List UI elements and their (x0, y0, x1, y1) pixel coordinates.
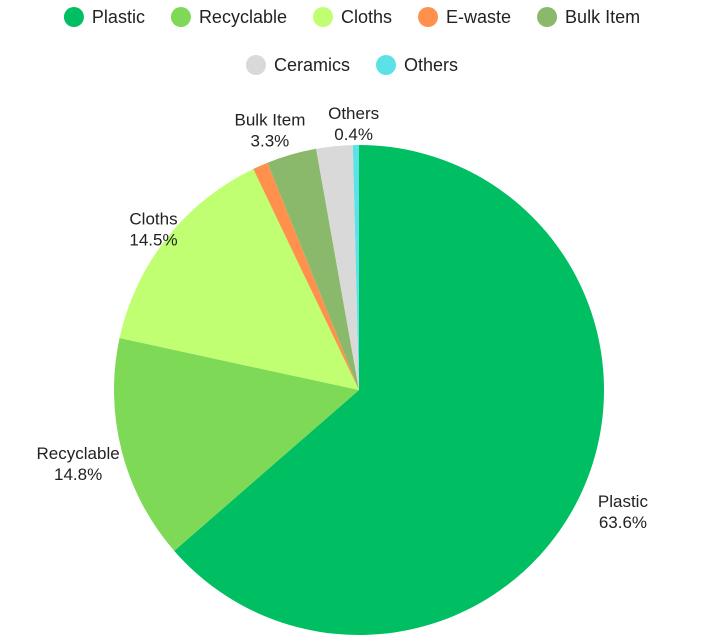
slice-label-bulk-item: Bulk Item 3.3% (235, 111, 306, 151)
pie-slices (114, 145, 605, 635)
slice-e-waste (253, 162, 359, 390)
legend-label-plastic: Plastic (92, 7, 145, 27)
slice-label-value: 14.5% (129, 230, 177, 249)
slice-recyclable (114, 338, 359, 551)
legend-item-cloths: Cloths (312, 7, 392, 27)
legend: Plastic Recyclable Cloths E-waste Bulk Item C… (63, 7, 640, 75)
legend-item-bulk-item: Bulk Item (537, 7, 640, 27)
slice-bulk-item (267, 148, 359, 390)
slice-others (352, 145, 359, 390)
legend-swatch-e-waste (418, 7, 439, 27)
legend-label-ceramics: Ceramics (274, 55, 350, 75)
slice-label-name: Recyclable (37, 444, 120, 463)
slice-label-name: Cloths (129, 209, 177, 228)
slice-label-value: 3.3% (251, 132, 290, 151)
legend-swatch-cloths (312, 7, 333, 27)
legend-item-e-waste: E-waste (418, 7, 511, 27)
slice-ceramics (316, 145, 359, 390)
slice-label-value: 14.8% (54, 465, 102, 484)
legend-swatch-ceramics (245, 55, 266, 75)
slice-label-name: Plastic (598, 492, 649, 511)
slice-cloths (119, 168, 359, 390)
legend-swatch-others (375, 55, 396, 75)
legend-item-others: Others (375, 55, 458, 75)
slice-plastic (174, 145, 605, 635)
legend-label-recyclable: Recyclable (199, 7, 287, 27)
legend-label-cloths: Cloths (341, 7, 392, 27)
slice-label-value: 63.6% (599, 513, 647, 532)
slice-label-recyclable: Recyclable 14.8% (37, 444, 120, 484)
slice-labels: Plastic 63.6% Recyclable 14.8% Cloths 14.5% Bu… (37, 104, 649, 532)
legend-label-bulk-item: Bulk Item (565, 7, 640, 27)
legend-item-recyclable: Recyclable (170, 7, 287, 27)
slice-label-name: Bulk Item (235, 111, 306, 130)
legend-swatch-bulk-item (537, 7, 558, 27)
slice-label-cloths: Cloths 14.5% (129, 209, 177, 249)
slice-label-others: Others 0.4% (328, 104, 379, 144)
legend-swatch-recyclable (170, 7, 191, 27)
legend-item-ceramics: Ceramics (245, 55, 350, 75)
legend-item-plastic: Plastic (63, 7, 145, 27)
legend-label-others: Others (404, 55, 458, 75)
slice-label-value: 0.4% (334, 125, 373, 144)
slice-label-plastic: Plastic 63.6% (598, 492, 649, 532)
legend-swatch-plastic (63, 7, 84, 27)
slice-label-name: Others (328, 104, 379, 123)
legend-label-e-waste: E-waste (446, 7, 511, 27)
